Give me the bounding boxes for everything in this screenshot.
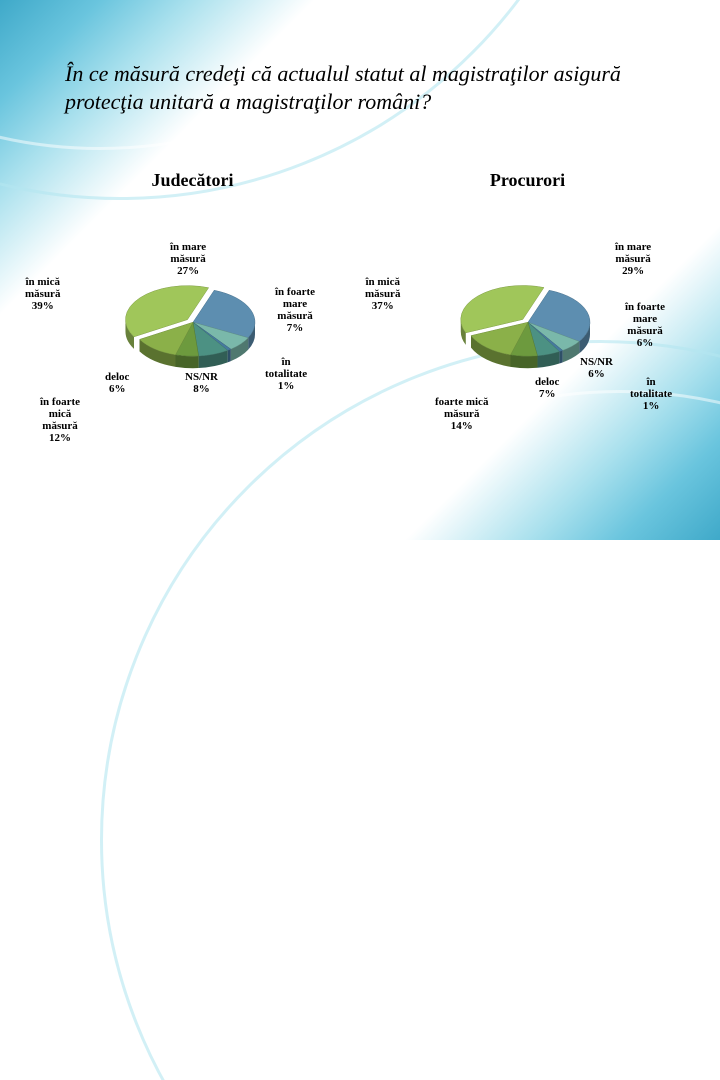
chart-title: Judecători <box>30 170 355 191</box>
pie-slice-side <box>227 349 230 362</box>
slice-label: în foartemaremăsură7% <box>275 286 315 334</box>
slice-label: în micămăsură39% <box>25 276 60 312</box>
pie-wrap: în micămăsură39%în maremăsură27%în foart… <box>30 201 355 431</box>
slice-label: întotalitate1% <box>265 356 307 392</box>
slice-label: în foartemicămăsură12% <box>40 396 80 444</box>
pie-chart: Judecători în micămăsură39%în maremăsură2… <box>30 170 355 450</box>
slice-label: foarte micămăsură14% <box>435 396 488 432</box>
slice-label: deloc6% <box>105 371 129 395</box>
slide-content: În ce măsură credeţi că actualul statut … <box>0 0 720 540</box>
slide-title: În ce măsură credeţi că actualul statut … <box>30 60 690 115</box>
charts-container: Judecători în micămăsură39%în maremăsură2… <box>30 170 690 450</box>
slice-label: NS/NR6% <box>580 356 613 380</box>
slice-label: în maremăsură29% <box>615 241 651 277</box>
chart-title: Procurori <box>365 170 690 191</box>
pie-slice-side <box>559 350 562 363</box>
pie-slice-side <box>175 355 198 368</box>
pie-chart: Procurori în micămăsură37% în maremăsură29… <box>365 170 690 450</box>
slice-label: în micămăsură37% <box>365 276 400 312</box>
slice-label: NS/NR8% <box>185 371 218 395</box>
slice-label: în maremăsură27% <box>170 241 206 277</box>
pie-wrap: în micămăsură37% în maremăsură29% în foart… <box>365 201 690 431</box>
slice-label: întotalitate1% <box>630 376 672 412</box>
slice-label: în foartemaremăsură6% <box>625 301 665 349</box>
slice-label: deloc7% <box>535 376 559 400</box>
pie-slice-side <box>510 355 537 368</box>
